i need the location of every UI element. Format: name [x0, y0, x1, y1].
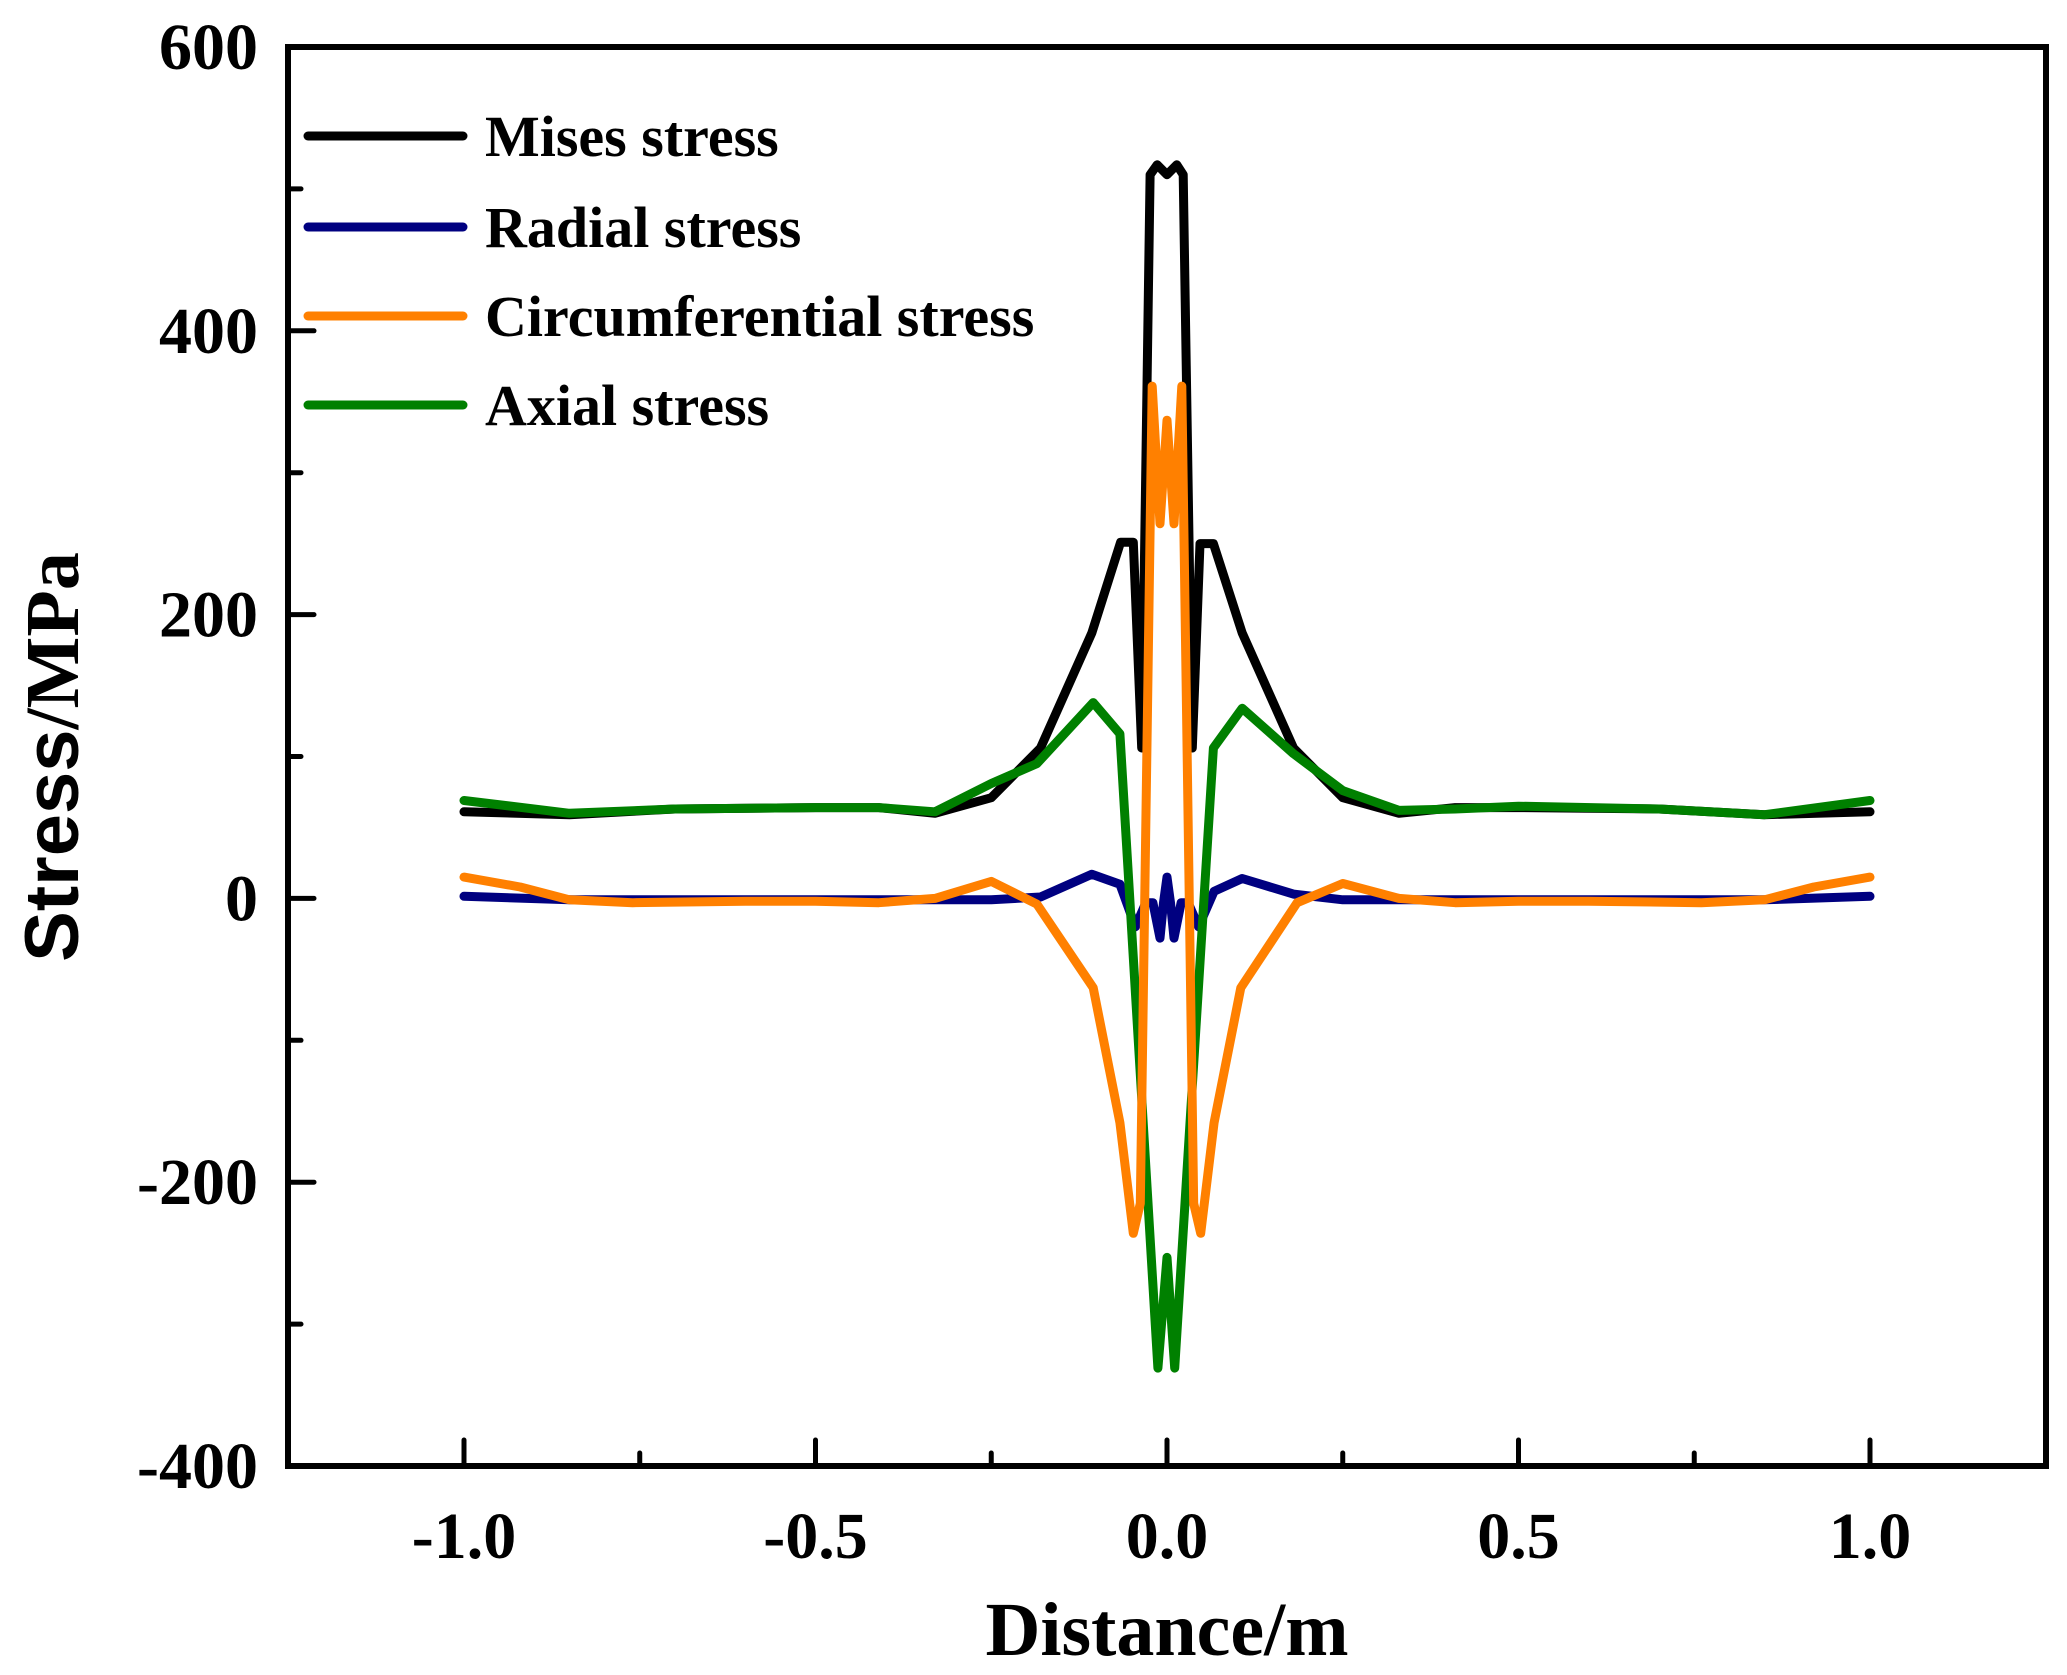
y-tick-label: 400 — [159, 295, 258, 368]
y-axis-title: Stress/MPa — [10, 552, 95, 962]
legend-label: Mises stress — [485, 104, 779, 169]
x-axis-title: Distance/m — [985, 1588, 1348, 1672]
y-tick-label: 600 — [159, 11, 258, 84]
x-tick-label: 0.5 — [1477, 1500, 1560, 1573]
legend-label: Axial stress — [485, 373, 769, 438]
series-line-circumferential-stress — [459, 381, 1875, 1238]
legend-item-radial-stress: Radial stress — [303, 195, 801, 260]
legend-item-circumferential-stress: Circumferential stress — [303, 284, 1034, 349]
series-line-radial-stress — [459, 869, 1875, 943]
x-tick-label: -1.0 — [412, 1500, 516, 1573]
y-tick-label: 200 — [159, 579, 258, 652]
series-line-mises-stress — [459, 160, 1875, 820]
series-layer — [459, 160, 1875, 1373]
legend-item-mises-stress: Mises stress — [303, 104, 779, 169]
y-axis-title-quantity: Stress — [10, 729, 95, 961]
y-axis-title-unit: /MPa — [11, 552, 95, 730]
legend-item-axial-stress: Axial stress — [303, 373, 769, 438]
x-tick-label: 0.0 — [1126, 1500, 1209, 1573]
legend-label: Circumferential stress — [485, 284, 1034, 349]
x-tick-label: 1.0 — [1829, 1500, 1912, 1573]
tick-layer: -1.0 -0.5 0.0 0.5 1.0 600 400 200 0 -200 -400 — [137, 11, 1911, 1573]
legend: Mises stress Radial stress Circumferential… — [303, 104, 1034, 438]
y-tick-label: -400 — [137, 1430, 258, 1503]
series-line-axial-stress — [459, 698, 1875, 1373]
x-tick-label: -0.5 — [763, 1500, 867, 1573]
legend-label: Radial stress — [485, 195, 801, 260]
y-tick-label: 0 — [225, 862, 258, 935]
y-tick-label: -200 — [137, 1146, 258, 1219]
